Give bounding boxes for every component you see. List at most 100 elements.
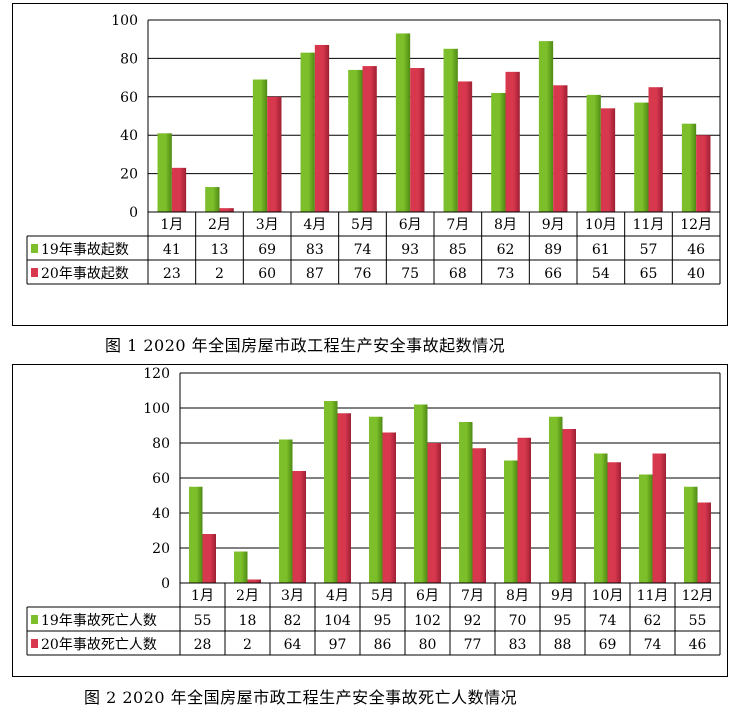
data-label: 80: [419, 637, 437, 653]
data-label: 76: [354, 266, 372, 282]
bar-2019-2月: [205, 187, 220, 212]
bar-2019-9月: [538, 41, 554, 213]
bar-2019-6月: [414, 404, 428, 583]
bar-2020-10月: [600, 108, 616, 212]
y-tick-label: 20: [152, 541, 170, 557]
bar-2020-4月: [314, 44, 330, 213]
x-tick-label: 1月: [191, 588, 214, 604]
y-tick-label: 100: [143, 401, 170, 417]
data-label: 104: [324, 613, 351, 629]
bar-2019-5月: [369, 416, 383, 583]
bar-2019-3月: [279, 439, 293, 583]
bar-2020-3月: [292, 471, 306, 583]
bar-2020-12月: [697, 502, 711, 583]
data-label: 46: [687, 242, 705, 258]
y-tick-label: 60: [152, 471, 170, 487]
data-label: 70: [509, 613, 527, 629]
x-tick-label: 5月: [371, 588, 394, 604]
x-tick-label: 4月: [303, 217, 326, 233]
data-label: 69: [599, 637, 617, 653]
legend-label: 20年事故死亡人数: [41, 637, 157, 653]
x-tick-label: 3月: [256, 217, 279, 233]
bar-2020-9月: [562, 429, 576, 583]
legend-label: 19年事故死亡人数: [41, 613, 157, 629]
x-tick-label: 6月: [399, 217, 422, 233]
bar-2019-4月: [300, 52, 315, 212]
y-tick-label: 40: [152, 506, 170, 522]
x-tick-label: 1月: [160, 217, 183, 233]
x-tick-label: 12月: [680, 217, 712, 233]
x-tick-label: 9月: [542, 217, 565, 233]
x-tick-label: 9月: [551, 588, 574, 604]
data-label: 57: [640, 242, 658, 258]
data-label: 28: [194, 637, 212, 653]
data-label: 83: [306, 242, 324, 258]
bar-2019-3月: [252, 79, 268, 213]
bar-2019-1月: [157, 133, 172, 212]
data-label: 85: [449, 242, 467, 258]
legend-key-2019: [31, 244, 38, 253]
y-tick-label: 40: [120, 128, 138, 144]
data-label: 77: [464, 637, 482, 653]
legend-label: 20年事故起数: [41, 266, 129, 282]
bar-2020-1月: [171, 167, 187, 212]
figure-2-caption: 图 2 2020 年全国房屋市政工程生产安全事故死亡人数情况: [84, 688, 518, 707]
x-tick-label: 2月: [236, 588, 259, 604]
data-label: 68: [449, 266, 467, 282]
x-tick-label: 7月: [461, 588, 484, 604]
data-label: 65: [640, 266, 658, 282]
data-label: 74: [354, 242, 372, 258]
bar-2019-10月: [586, 94, 601, 212]
x-tick-label: 12月: [682, 588, 714, 604]
bar-2020-1月: [202, 534, 216, 583]
data-label: 93: [401, 242, 419, 258]
data-label: 40: [687, 266, 705, 282]
x-tick-label: 5月: [351, 217, 374, 233]
bar-2019-12月: [681, 123, 697, 212]
bar-2020-9月: [553, 85, 568, 212]
y-tick-label: 120: [143, 366, 170, 382]
bar-2020-7月: [472, 448, 486, 583]
bar-2019-9月: [549, 416, 563, 583]
y-tick-label: 20: [120, 167, 138, 183]
data-label: 73: [497, 266, 515, 282]
data-label: 102: [414, 613, 441, 629]
data-label: 69: [258, 242, 276, 258]
data-label: 54: [592, 266, 610, 282]
data-label: 41: [163, 242, 181, 258]
figure-1-caption: 图 1 2020 年全国房屋市政工程生产安全事故起数情况: [105, 336, 506, 355]
bar-2019-1月: [189, 486, 203, 583]
bar-2020-4月: [337, 413, 351, 583]
data-label: 97: [329, 637, 347, 653]
x-tick-label: 6月: [416, 588, 439, 604]
data-label: 75: [401, 266, 419, 282]
bar-2020-5月: [382, 432, 396, 583]
bar-2020-12月: [696, 135, 711, 212]
data-label: 88: [554, 637, 572, 653]
bar-2020-11月: [652, 453, 666, 583]
data-label: 46: [689, 637, 707, 653]
data-label: 95: [374, 613, 392, 629]
data-label: 62: [644, 613, 662, 629]
data-label: 82: [284, 613, 302, 629]
bar-2020-8月: [517, 437, 531, 583]
bar-2019-10月: [594, 453, 608, 583]
data-label: 87: [306, 266, 324, 282]
bar-2019-11月: [634, 102, 649, 212]
data-label: 60: [258, 266, 276, 282]
data-label: 89: [544, 242, 562, 258]
y-tick-label: 0: [161, 576, 170, 592]
x-tick-label: 7月: [446, 217, 469, 233]
data-label: 2: [243, 637, 252, 653]
data-label: 13: [211, 242, 229, 258]
bar-2019-11月: [639, 474, 653, 583]
data-label: 61: [592, 242, 610, 258]
x-tick-label: 11月: [637, 588, 669, 604]
data-label: 2: [215, 266, 224, 282]
data-label: 55: [194, 613, 212, 629]
bar-2020-10月: [607, 462, 621, 583]
data-label: 62: [497, 242, 515, 258]
bar-2020-8月: [505, 71, 520, 212]
data-label: 74: [644, 637, 662, 653]
